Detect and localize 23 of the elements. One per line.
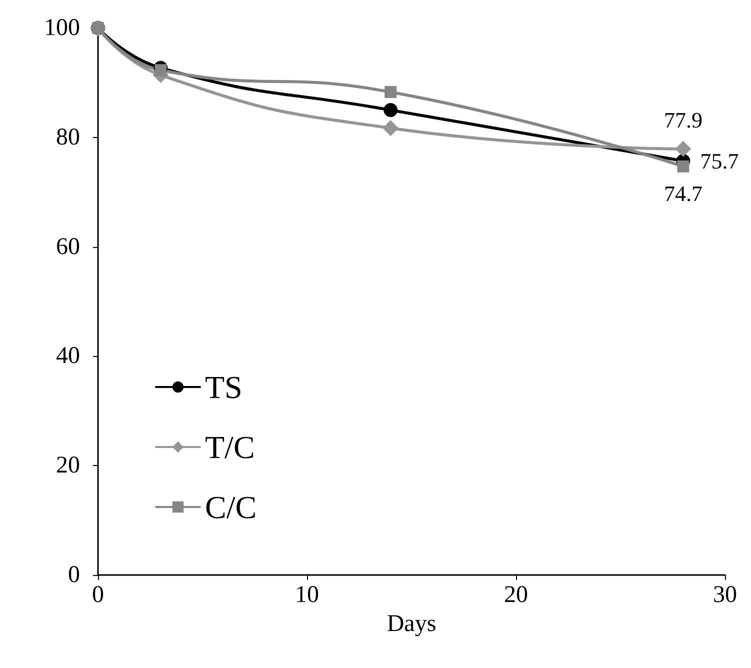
legend-label: T/C: [205, 429, 255, 465]
y-tick-label: 100: [44, 15, 80, 41]
y-tick-label: 80: [56, 124, 80, 150]
y-tick-label: 0: [68, 562, 80, 588]
legend-label: TS: [205, 369, 242, 405]
point: [384, 86, 397, 98]
y-tick-label: 60: [56, 234, 80, 260]
point: [154, 64, 167, 76]
data-label: 75.7: [700, 148, 739, 174]
x-axis-title: Days: [386, 610, 436, 637]
y-tick-label: 40: [56, 343, 80, 370]
x-tick-label: 20: [504, 582, 528, 608]
x-tick-label: 10: [295, 582, 319, 608]
point: [677, 160, 690, 172]
point: [384, 103, 398, 118]
data-label: 74.7: [664, 180, 702, 206]
y-tick-label: 20: [56, 452, 80, 479]
legend-label: C/C: [205, 489, 257, 525]
point: [382, 120, 399, 136]
data-label: 77.9: [664, 107, 702, 132]
x-tick-label: 0: [92, 582, 104, 608]
x-tick-label: 30: [713, 582, 737, 608]
point: [675, 140, 692, 157]
